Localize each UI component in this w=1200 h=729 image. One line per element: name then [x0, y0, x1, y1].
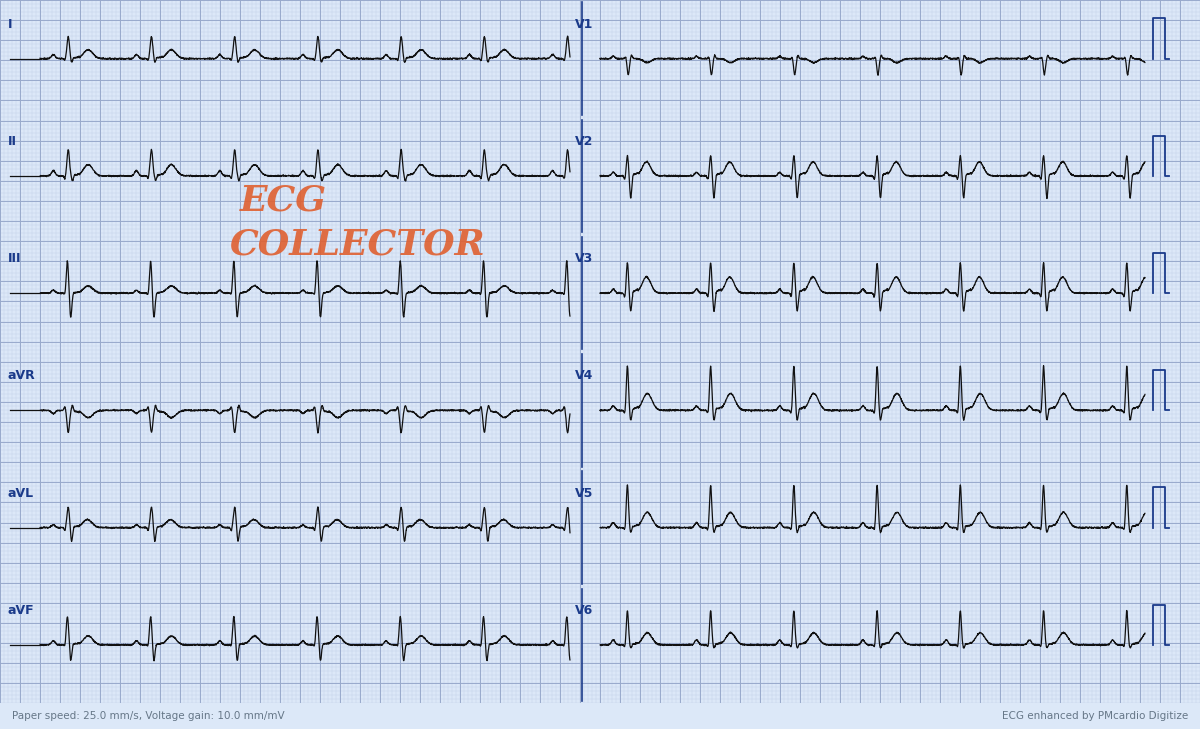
Text: V4: V4 — [575, 370, 593, 382]
Text: aVF: aVF — [8, 604, 35, 617]
Text: V5: V5 — [575, 486, 593, 499]
Text: II: II — [8, 135, 17, 148]
Text: ECG enhanced by PMcardio Digitize: ECG enhanced by PMcardio Digitize — [1002, 711, 1188, 721]
Text: V2: V2 — [575, 135, 593, 148]
Text: V3: V3 — [575, 252, 593, 265]
Text: COLLECTOR: COLLECTOR — [230, 227, 486, 261]
Text: aVL: aVL — [8, 486, 34, 499]
Text: ECG: ECG — [240, 184, 328, 218]
Text: I: I — [8, 17, 12, 31]
Text: Paper speed: 25.0 mm/s, Voltage gain: 10.0 mm/mV: Paper speed: 25.0 mm/s, Voltage gain: 10… — [12, 711, 284, 721]
Text: V6: V6 — [575, 604, 593, 617]
Text: III: III — [8, 252, 22, 265]
Text: V1: V1 — [575, 17, 593, 31]
Text: aVR: aVR — [8, 370, 36, 382]
